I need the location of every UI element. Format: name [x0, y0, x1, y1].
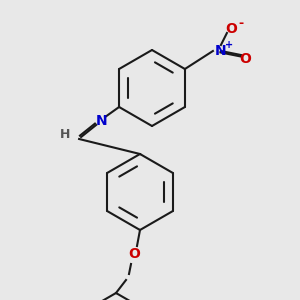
Text: O: O — [225, 22, 237, 36]
Text: -: - — [238, 16, 244, 29]
Text: N: N — [215, 44, 226, 58]
Text: O: O — [128, 247, 140, 261]
Text: O: O — [239, 52, 251, 66]
Text: H: H — [60, 128, 70, 142]
Text: N: N — [95, 114, 107, 128]
Text: +: + — [225, 40, 233, 50]
